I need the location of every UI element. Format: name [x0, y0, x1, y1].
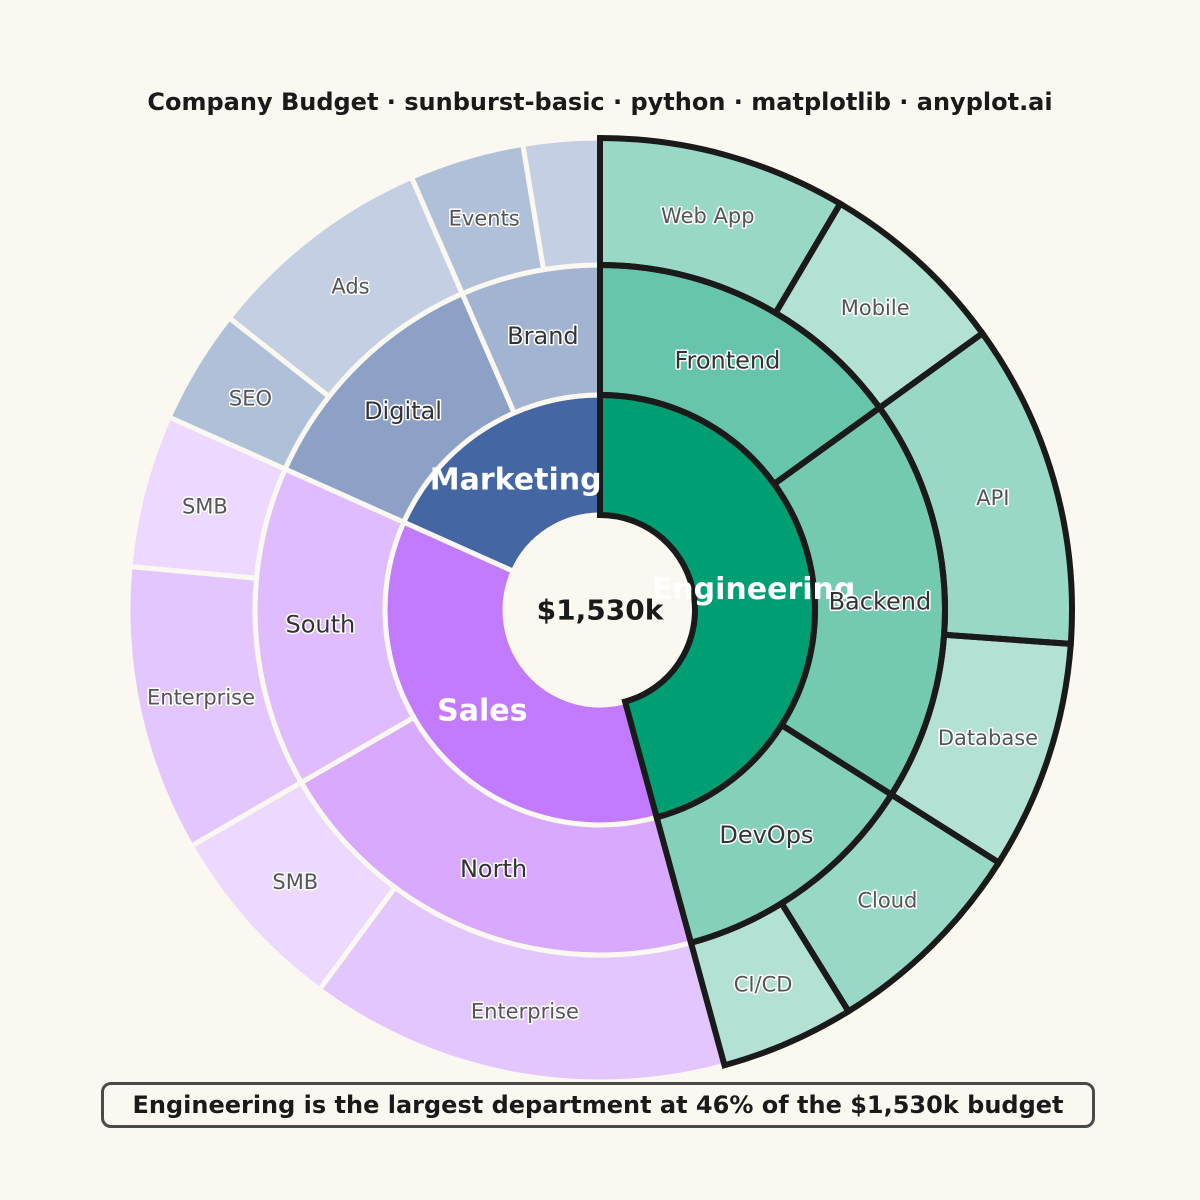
label-engineering: Engineering	[652, 572, 856, 607]
label-engineering-backend-api: API	[976, 486, 1009, 510]
label-engineering-devops-cloud: Cloud	[857, 888, 917, 912]
label-sales: Sales	[437, 693, 527, 728]
label-marketing: Marketing	[430, 462, 602, 497]
label-sales-north-smb: SMB	[272, 870, 318, 894]
insight-callout: Engineering is the largest department at…	[101, 1082, 1095, 1128]
label-engineering-frontend-web-app: Web App	[661, 204, 755, 228]
label-engineering-devops-ci-cd: CI/CD	[734, 973, 793, 997]
outline-engineering-devops-ci-cd	[687, 899, 853, 1069]
labels-layer: Engineering Frontend Web App Mobile Backend A…	[145, 203, 1039, 1026]
chart-title: Company Budget · sunburst-basic · python…	[147, 88, 1053, 116]
highlight-outline-layer	[597, 134, 1075, 1069]
label-sales-north: North	[460, 855, 527, 883]
label-sales-north-enterprise: Enterprise	[471, 1000, 579, 1024]
label-engineering-frontend: Frontend	[674, 347, 780, 375]
label-marketing-brand: Brand	[507, 322, 578, 350]
label-marketing-digital-seo: SEO	[229, 387, 272, 411]
label-sales-south-smb: SMB	[182, 494, 228, 518]
label-marketing-digital: Digital	[364, 397, 442, 425]
label-marketing-brand-events: Events	[449, 206, 520, 230]
label-marketing-digital-ads: Ads	[331, 275, 369, 299]
label-sales-south-enterprise: Enterprise	[147, 685, 255, 709]
center-total-label: $1,530k	[537, 594, 665, 627]
segments-layer	[125, 135, 1075, 1085]
label-engineering-devops: DevOps	[719, 821, 813, 849]
label-sales-south: South	[286, 610, 356, 638]
label-engineering-frontend-mobile: Mobile	[841, 296, 910, 320]
label-engineering-backend: Backend	[829, 587, 932, 615]
label-engineering-backend-database: Database	[938, 726, 1038, 750]
